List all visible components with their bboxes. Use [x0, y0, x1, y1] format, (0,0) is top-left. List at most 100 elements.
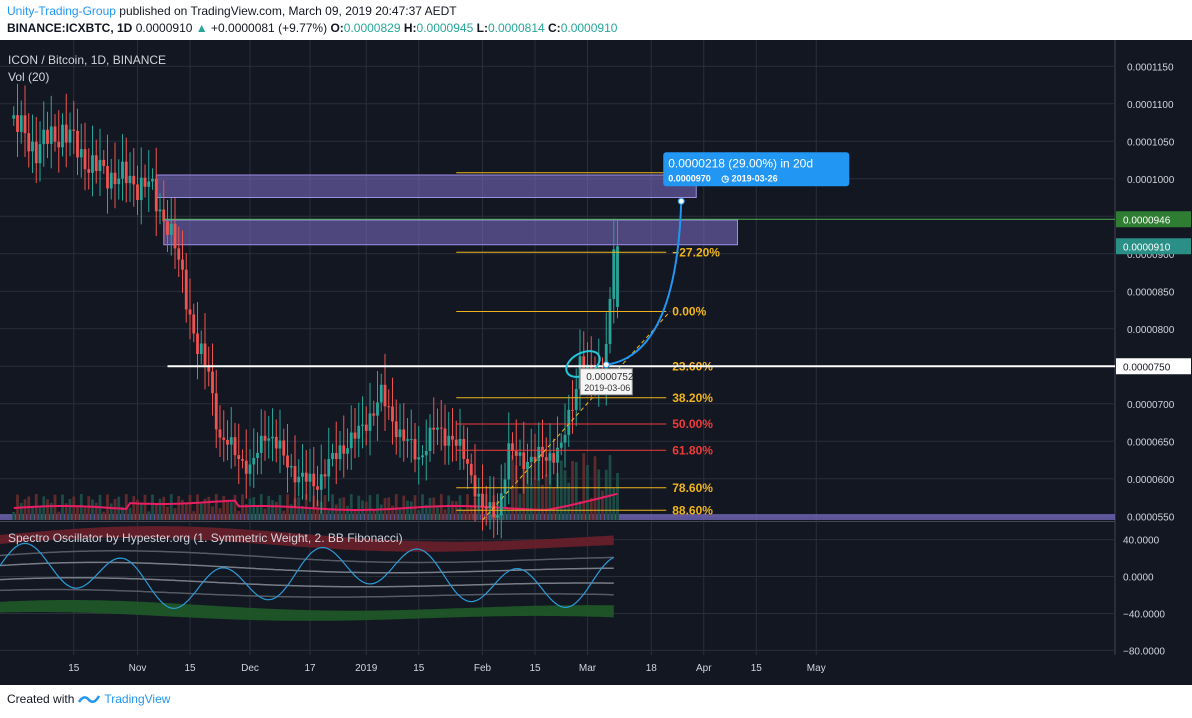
- support-line-price-tag: [1116, 358, 1191, 375]
- candle-body: [42, 129, 46, 145]
- volume-bar: [582, 453, 586, 520]
- volume-bar: [256, 506, 259, 520]
- volume-bar: [244, 503, 248, 520]
- volume-bar: [458, 495, 462, 520]
- volume-bar: [541, 484, 544, 520]
- candle-body: [608, 298, 612, 344]
- candle-body: [567, 409, 571, 435]
- candle-body: [361, 424, 364, 426]
- candle-body: [151, 178, 154, 182]
- candle-body: [428, 427, 432, 451]
- volume-bar: [151, 494, 154, 520]
- volume-bar: [447, 495, 451, 520]
- candle-body: [102, 159, 106, 167]
- candle-body: [439, 427, 443, 429]
- volume-bar: [87, 496, 91, 520]
- volume-bar: [574, 462, 578, 520]
- candle-body: [184, 269, 188, 310]
- time-tick-label: 17: [304, 663, 316, 674]
- volume-bar: [323, 495, 327, 520]
- volume-bar: [124, 494, 128, 520]
- candle-body: [394, 421, 398, 438]
- time-tick-label: 15: [751, 663, 763, 674]
- crosshair-tooltip-box: [579, 368, 633, 396]
- candle-body: [364, 424, 368, 431]
- candle-body: [91, 155, 94, 173]
- candle-body: [451, 435, 454, 440]
- osc-signal-line: [0, 542, 615, 610]
- volume-bar: [327, 510, 331, 520]
- candle-body: [481, 493, 484, 508]
- candle-body: [443, 428, 447, 446]
- volume-bar: [173, 508, 177, 520]
- volume-bar: [548, 450, 552, 520]
- volume-bar: [398, 509, 402, 520]
- volume-bar: [391, 505, 394, 520]
- volume-bar: [31, 507, 34, 520]
- candle-body: [323, 474, 327, 477]
- candle-body: [211, 371, 214, 394]
- symbol-name: BINANCE:ICXBTC, 1D: [7, 21, 133, 35]
- osc-fib-line: [0, 588, 614, 598]
- candle-body: [143, 177, 147, 187]
- volume-bar: [237, 510, 241, 520]
- candle-body: [132, 175, 136, 185]
- volume-bar: [372, 510, 376, 520]
- candle-body: [379, 384, 383, 403]
- close-value: 0.0000910: [560, 21, 618, 35]
- volume-bar: [349, 494, 353, 520]
- time-tick-label: 15: [413, 663, 425, 674]
- open-value: 0.0000829: [343, 21, 401, 35]
- osc-lower-band: [0, 600, 614, 621]
- candle-body: [391, 406, 394, 422]
- tradingview-link[interactable]: TradingView: [104, 692, 171, 706]
- volume-bar: [526, 462, 529, 520]
- candle-body: [57, 141, 61, 148]
- projection-label: 0.0000218 (29.00%) in 20d: [668, 156, 813, 170]
- volume-bar: [331, 494, 334, 520]
- candle-body: [87, 169, 91, 173]
- volume-bar: [214, 494, 218, 520]
- candle-body: [192, 314, 196, 334]
- volume-bar: [259, 494, 263, 520]
- volume-bar: [72, 496, 76, 520]
- plot-background: [0, 40, 1115, 655]
- volume-bar: [552, 487, 556, 520]
- candle-body: [402, 429, 406, 441]
- volume-bar: [169, 494, 173, 520]
- candle-body: [499, 493, 503, 516]
- volume-bar: [571, 460, 574, 520]
- chart-canvas[interactable]: 0.0001150 0.0001100 0.0001050 0.0001000 0.00…: [0, 40, 1192, 685]
- volume-bar: [27, 496, 31, 520]
- price-tick-label: 0.0000800: [1127, 325, 1175, 336]
- volume-ma-line: [13, 492, 618, 511]
- volume-bar: [406, 500, 409, 520]
- candle-body: [436, 427, 439, 430]
- candle-body: [181, 259, 184, 270]
- projection-label-box: [663, 152, 850, 187]
- candle-body: [496, 515, 499, 518]
- volume-bar: [586, 465, 589, 520]
- candle-body: [406, 439, 409, 441]
- candle-body: [372, 413, 376, 416]
- candle-body: [109, 172, 113, 189]
- volume-bar: [357, 495, 361, 520]
- candle-body: [226, 439, 229, 445]
- candle-body: [241, 458, 244, 461]
- time-tick-label: Nov: [129, 663, 147, 674]
- candle-body: [473, 475, 477, 497]
- price-tick-label: 0.0000550: [1127, 512, 1175, 523]
- candle-body: [27, 133, 31, 152]
- candle-body: [256, 452, 259, 458]
- high-value: 0.0000945: [416, 21, 474, 35]
- candle-body: [233, 437, 237, 456]
- volume-bar: [436, 505, 439, 520]
- author-link[interactable]: Unity-Trading-Group: [7, 4, 116, 18]
- close-label: C:: [548, 21, 561, 35]
- volume-bar: [308, 508, 312, 520]
- candle-body: [154, 178, 158, 212]
- volume-bar: [226, 500, 229, 520]
- volume-bar: [353, 508, 357, 520]
- candle-body: [357, 425, 361, 439]
- candle-body: [259, 435, 263, 453]
